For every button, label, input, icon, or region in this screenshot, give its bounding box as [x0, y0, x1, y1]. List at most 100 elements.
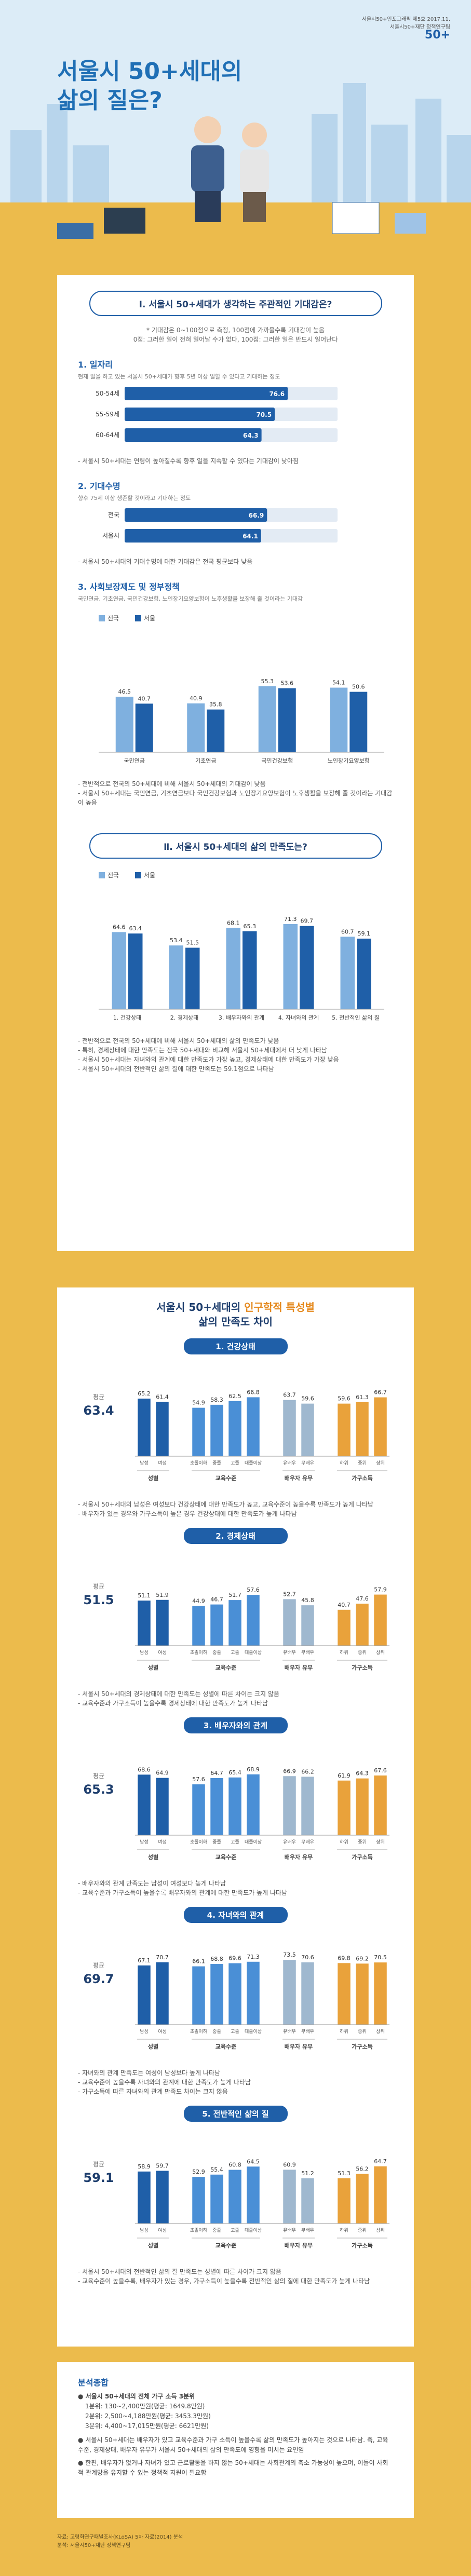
- value-label: 65.2: [138, 1390, 151, 1397]
- bar: [207, 709, 225, 752]
- average-value: 51.5: [83, 1593, 114, 1607]
- category-label: 노인장기요양보험: [328, 757, 370, 764]
- bar: [210, 1964, 223, 2025]
- document: [395, 213, 426, 234]
- note: - 배우자가 있는 경우와 가구소득이 높은 경우 건강상태에 대한 만족도가 …: [78, 1510, 297, 1517]
- chart-title: 3. 사회보장제도 및 정부정책: [78, 582, 180, 592]
- bar: [125, 428, 262, 442]
- bar: [301, 1605, 314, 1646]
- chart-block: 2. 기대수명 향후 75세 이상 생존할 것이라고 기대하는 정도 전국 66.9 서…: [78, 479, 393, 566]
- note: - 서울시 50+세대의 전반적인 삶의 질에 대한 만족도는 59.1점으로 …: [78, 1065, 274, 1073]
- bar: [156, 1599, 169, 1646]
- title-accent: 인구학적 특성별: [244, 1301, 315, 1313]
- bar: [356, 1604, 369, 1646]
- value-label: 51.5: [186, 940, 199, 946]
- category-label: 남성: [140, 1650, 149, 1656]
- category-label: 유배우: [283, 2228, 296, 2233]
- value-label: 55.4: [210, 2166, 223, 2173]
- value-label: 35.8: [209, 701, 222, 708]
- value-label: 71.3: [247, 1954, 260, 1960]
- bar: [357, 939, 371, 1009]
- category-label: 국민연금: [124, 757, 145, 764]
- bar: [138, 2171, 151, 2224]
- bar: [247, 1397, 260, 1456]
- income-line: 2분위: 2,500~4,188만원(평균: 3453.3만원): [85, 2412, 211, 2420]
- bar: [338, 2178, 351, 2224]
- category-label: 고졸: [231, 1839, 239, 1845]
- category-label: 서울시: [102, 532, 119, 539]
- value-label: 64.9: [156, 1770, 169, 1777]
- building: [371, 125, 408, 208]
- group-label: 가구소득: [352, 1664, 372, 1671]
- bar: [228, 2170, 241, 2224]
- category-label: 무배우: [301, 1460, 314, 1466]
- group-label: 가구소득: [352, 1853, 372, 1861]
- value-label: 69.8: [338, 1955, 351, 1961]
- group-label: 배우자 유무: [285, 2043, 313, 2050]
- value-label: 66.9: [249, 512, 264, 519]
- section-title: Ⅱ. 서울시 50+세대의 삶의 만족도는?: [89, 833, 382, 859]
- bar: [226, 928, 240, 1009]
- category-label: 중졸: [212, 2228, 221, 2233]
- value-label: 50.6: [352, 684, 365, 690]
- bar: [338, 1963, 351, 2025]
- legs: [195, 191, 221, 222]
- note: * 기대감은 0~100점으로 측정, 100점에 가까울수록 기대감이 높음: [146, 327, 325, 334]
- legend-swatch: [135, 872, 141, 878]
- value-label: 68.1: [227, 919, 240, 926]
- value-label: 64.7: [374, 2158, 387, 2165]
- bar: [128, 933, 143, 1009]
- group-label: 배우자 유무: [285, 2242, 313, 2249]
- bar: [330, 687, 348, 752]
- bar: [247, 2166, 260, 2224]
- group-label: 가구소득: [352, 2242, 372, 2249]
- bar: [247, 1961, 260, 2025]
- category-label: 상위: [376, 1650, 385, 1656]
- bar: [283, 1599, 296, 1646]
- category-label: 전국: [108, 511, 119, 519]
- category-label: 중위: [358, 2029, 367, 2035]
- hbar-chart: 50-54세 76.6 55-59세 70.5 60-64세 64.3: [96, 387, 338, 442]
- category-label: 여성: [158, 1460, 167, 1466]
- bar: [338, 1780, 351, 1835]
- bar: [374, 1594, 387, 1646]
- publisher: 서울시50+재단 정책연구팀: [389, 24, 450, 30]
- bar: [135, 703, 153, 752]
- chart-title: 2. 경제상태: [183, 1528, 288, 1544]
- title-line: 서울시 50+세대의: [57, 58, 243, 85]
- value-label: 68.9: [247, 1766, 260, 1773]
- bar: [210, 1604, 223, 1646]
- chart-title: 1. 건강상태: [183, 1338, 288, 1354]
- summary-paragraph: ● 서울시 50+세대는 배우자가 있고 교육수준과 가구 소득이 높을수록 삶…: [78, 2436, 388, 2453]
- bar: [247, 1595, 260, 1646]
- head: [242, 123, 267, 147]
- summary-paragraph: ● 한편, 배우자가 없거나 자녀가 있고 근로활동을 하지 않는 50+세대는…: [78, 2459, 388, 2476]
- bar: [356, 1402, 369, 1456]
- bar: [340, 937, 355, 1009]
- head: [194, 116, 221, 143]
- bar: [338, 1403, 351, 1456]
- bar: [125, 529, 261, 543]
- category-label: 하위: [340, 2228, 348, 2233]
- building: [47, 104, 68, 208]
- value-label: 64.1: [243, 533, 258, 540]
- value-label: 51.3: [338, 2170, 351, 2177]
- bar: [125, 508, 267, 522]
- medical-box: [332, 202, 380, 234]
- bar: [138, 1774, 151, 1835]
- category-label: 남성: [140, 1460, 149, 1466]
- value-label: 60.7: [341, 928, 354, 935]
- income-line: 1분위: 130~2,400만원(평균: 1649.8만원): [85, 2403, 205, 2410]
- category-label: 유배우: [283, 1839, 296, 1845]
- value-label: 64.3: [243, 432, 259, 439]
- bar: [156, 2171, 169, 2224]
- note: - 전반적으로 전국의 50+세대에 비해 서울시 50+세대의 기대감이 낮음: [78, 780, 266, 788]
- people: [191, 116, 269, 222]
- notes: - 배우자와의 관계 만족도는 남성이 여성보다 높게 나타남 - 교육수준과 가…: [78, 1879, 393, 1897]
- category-label: 남성: [140, 2029, 149, 2035]
- bar: [301, 1777, 314, 1835]
- value-label: 51.1: [138, 1592, 151, 1599]
- legs: [243, 192, 266, 222]
